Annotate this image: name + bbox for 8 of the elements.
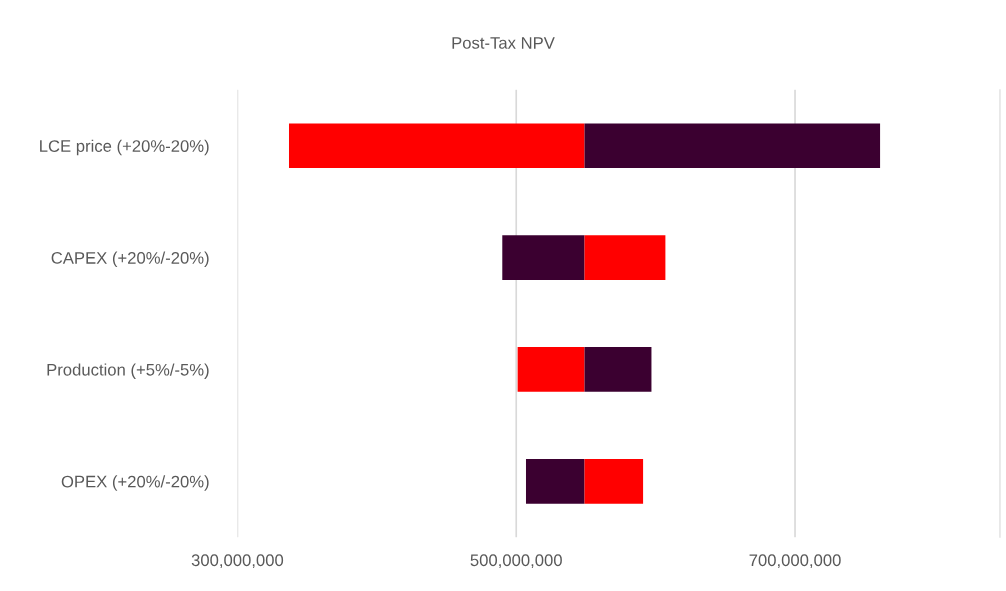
y-tick-label: LCE price (+20%-20%) [40,139,209,156]
x-tick-label: 700,000,000 [749,554,841,569]
x-tick-label: 300,000,000 [191,554,284,569]
x-tick-label: 500,000,000 [470,554,562,569]
chart-title: Post-Tax NPV [452,37,555,49]
y-tick-label: Production (+5%/-5%) [47,363,209,379]
y-tick-label: OPEX (+20%/-20%) [61,475,209,491]
y-tick-label: CAPEX (+20%/-20%) [51,251,209,268]
